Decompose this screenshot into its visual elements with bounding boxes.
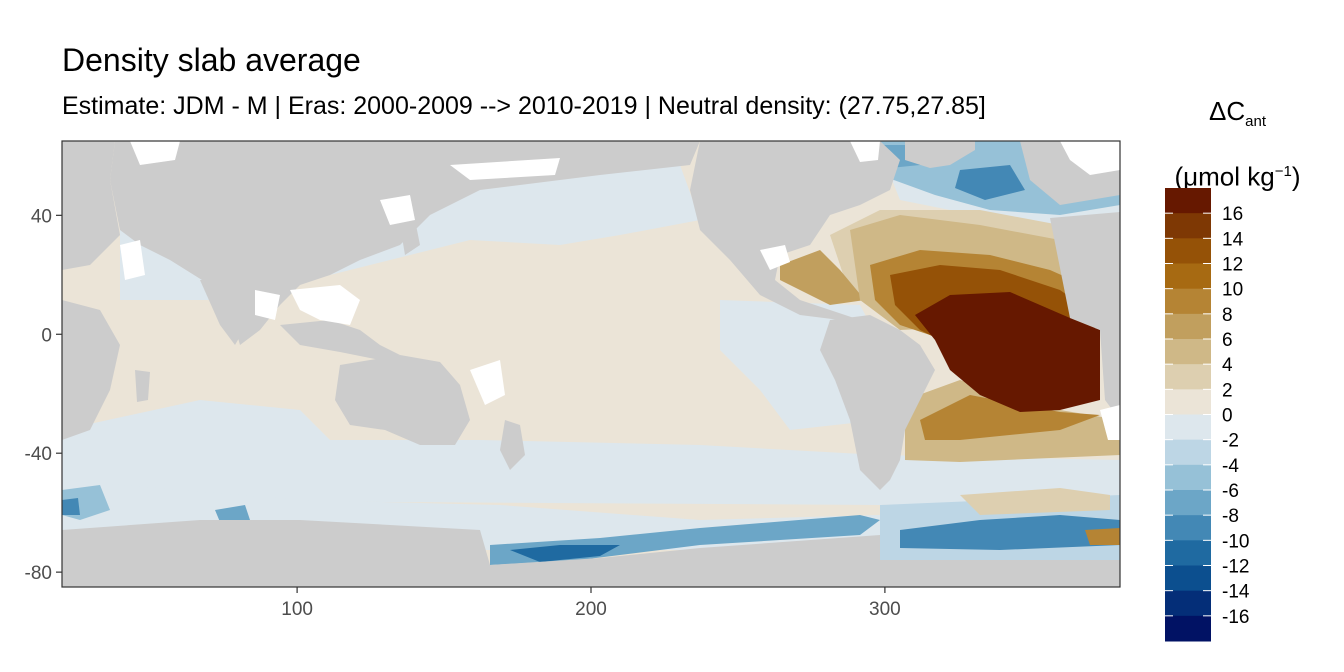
legend-swatch [1165,339,1211,365]
legend-label: 12 [1222,255,1243,276]
land-africa-east [62,300,120,440]
y-tick-label: 40 [31,206,52,227]
land-antarctica [62,520,1120,587]
legend-label: 2 [1222,380,1233,401]
land-greenland [905,141,975,168]
land-africa [1050,212,1120,420]
legend-swatch [1165,414,1211,441]
legend-label: 6 [1222,330,1233,351]
region-southwest-atlantic-core [920,395,1100,440]
no-data-pacific-north-rim [450,158,560,180]
no-data-caribbean [760,245,790,270]
legend-swatch [1165,565,1211,592]
legend-label: 16 [1222,204,1243,225]
region-labrador-sea-core [955,165,1025,200]
no-data-arctic-edge [1060,141,1120,175]
no-data-sea-of-japan [380,195,415,225]
legend-title-unit: (μmol kg−1) [1174,161,1301,192]
region-ross-sea-core [510,545,620,562]
land-south-america [820,315,935,490]
chart-title: Density slab average [62,42,361,78]
no-data-bay-of-bengal [255,290,280,320]
land-madagascar [135,370,150,402]
legend-swatch [1165,540,1211,566]
legend-label: 8 [1222,305,1233,326]
legend-swatch [1165,464,1211,491]
no-data-indonesia [290,285,360,325]
no-data-mediterranean [130,141,180,165]
legend-label: -10 [1222,531,1249,552]
land-new-zealand [500,420,525,470]
no-data-south-atlantic-edge [1100,405,1120,440]
x-tick-label: 100 [281,599,313,620]
legend-swatch [1165,389,1211,415]
land-india [200,280,255,345]
legend-swatch [1165,213,1211,239]
region-caribbean-gulf [780,250,865,305]
no-data-coral-sea [470,360,505,405]
y-tick-label: -80 [25,563,52,584]
legend-swatch [1165,490,1211,516]
legend-label: 10 [1222,280,1243,301]
no-data-areas [120,141,1120,440]
x-tick-label: 300 [869,599,901,620]
legend-colorbar: 16 14 12 10 8 6 4 2 0 -2 -4 -6 -8 -10 -12 -14 -16 [1165,188,1250,642]
region-southern-indian-core [62,498,80,515]
legend-label: -14 [1222,582,1250,603]
y-tick-label: -40 [25,444,52,465]
region-amery-margin [215,505,250,522]
land-southeast-asia-islands [280,320,400,360]
legend-title: ΔCant (μmol kg−1) [1140,86,1335,202]
legend-swatch [1165,364,1211,390]
legend-swatch [1165,263,1211,290]
map-panel [62,141,1120,587]
legend-swatch [1165,238,1211,264]
legend-title-symbol: ΔCant [1208,96,1266,131]
legend-swatch [1165,590,1211,617]
chart-subtitle: Estimate: JDM - M | Eras: 2000-2009 --> … [62,92,986,120]
legend-label: -8 [1222,506,1239,527]
no-data-hudson [850,141,880,162]
legend-label: 4 [1222,355,1233,376]
region-weddell-sector-warm [960,488,1110,515]
region-tropical-atlantic-max [915,292,1100,412]
legend-label: -12 [1222,557,1249,578]
legend-swatch [1165,288,1211,315]
legend-label: -6 [1222,481,1239,502]
legend-label: -4 [1222,456,1239,477]
legend-swatch [1165,188,1211,214]
land-north-america [690,141,900,330]
legend-label: 0 [1222,406,1233,427]
legend-swatch [1165,515,1211,541]
land-japan [400,220,420,255]
legend-swatch [1165,313,1211,340]
region-indian-south-cool [62,400,1120,505]
no-data-red-sea [120,240,145,280]
y-tick-label: 0 [41,325,52,346]
legend-label: 14 [1222,229,1244,250]
legend-label: -2 [1222,431,1239,452]
region-weddell-warm-patch [1085,528,1120,545]
land-africa-west [62,141,120,270]
legend-swatch [1165,439,1211,466]
legend-swatch [1165,615,1211,642]
region-weddell-sector-cold [900,515,1120,550]
x-tick-label: 200 [575,599,607,620]
land-australia [335,355,470,445]
legend-label: -16 [1222,607,1249,628]
